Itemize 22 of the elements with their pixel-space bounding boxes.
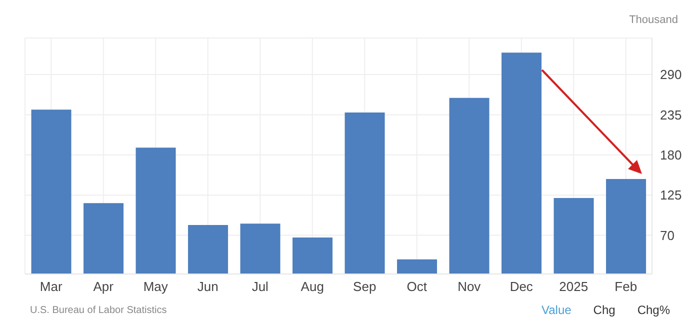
text: Chg bbox=[593, 303, 616, 317]
x-tick-label: 2025 bbox=[559, 279, 588, 294]
x-tick-label: Oct bbox=[406, 279, 428, 294]
y-tick-label: 70 bbox=[660, 228, 674, 243]
x-tick-label: Feb bbox=[614, 279, 638, 294]
x-tick-label: Apr bbox=[93, 279, 114, 294]
y-tick-label: 290 bbox=[660, 67, 682, 82]
x-tick-label: Jul bbox=[252, 279, 269, 294]
x-tick-label: Mar bbox=[40, 279, 63, 294]
y-axis-title: Thousand bbox=[629, 14, 678, 26]
text: Chg% bbox=[637, 303, 670, 317]
x-tick-label: Jun bbox=[197, 279, 218, 294]
text: U.S. Bureau of Labor Statistics bbox=[30, 305, 167, 316]
y-tick-label: 180 bbox=[660, 148, 682, 163]
x-tick-label: Sep bbox=[353, 279, 376, 294]
x-tick-label: Dec bbox=[510, 279, 534, 294]
text: Value bbox=[541, 303, 572, 317]
x-tick-label: Nov bbox=[458, 279, 482, 294]
x-tick-label: Aug bbox=[300, 279, 324, 294]
y-tick-label: 125 bbox=[660, 188, 682, 203]
y-tick-label: 235 bbox=[660, 107, 682, 122]
x-tick-label: May bbox=[143, 279, 168, 294]
